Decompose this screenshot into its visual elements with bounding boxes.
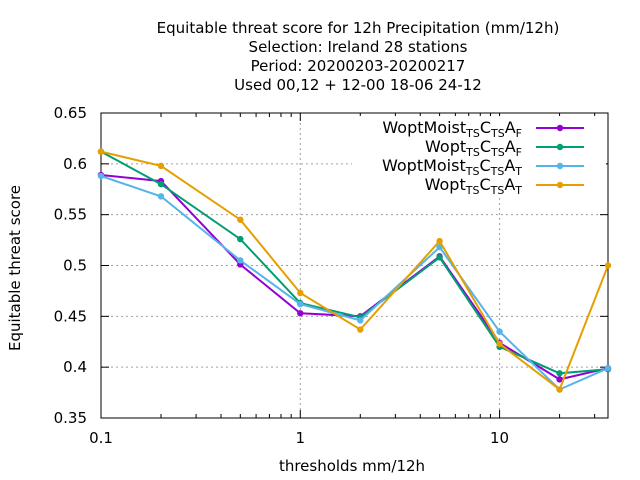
data-point	[496, 340, 503, 347]
data-point	[357, 317, 364, 324]
legend-label-part: A	[505, 137, 516, 156]
legend-label-part: C	[480, 118, 491, 137]
data-point	[556, 386, 563, 393]
series-3	[97, 172, 612, 393]
legend-label-part: C	[480, 137, 491, 156]
legend-label: WoptMoistTSCTSAF	[382, 118, 522, 140]
data-point	[496, 328, 503, 335]
data-point	[436, 237, 443, 245]
legend-label-subscript: F	[516, 146, 522, 159]
legend-label-subscript: TS	[465, 146, 480, 159]
y-tick-label: 0.35	[54, 409, 87, 427]
legend-label-part: Wopt	[425, 137, 466, 156]
title-line-1: Equitable threat score for 12h Precipita…	[157, 19, 560, 37]
legend-label-part: WoptMoist	[382, 118, 466, 137]
legend-label-subscript: TS	[490, 165, 505, 178]
y-tick-label: 0.55	[54, 206, 87, 224]
x-tick-label: 1	[296, 429, 306, 447]
x-tick-label: 0.1	[89, 429, 113, 447]
data-point	[97, 172, 105, 180]
y-tick-label: 0.45	[54, 307, 87, 325]
legend-label-subscript: T	[514, 165, 522, 178]
legend-label-subscript: TS	[465, 127, 480, 140]
legend-label-part: A	[504, 156, 515, 175]
series-1	[97, 171, 612, 383]
legend-marker	[556, 143, 564, 151]
legend: WoptMoistTSCTSAFWoptTSCTSAFWoptMoistTSCT…	[352, 116, 606, 198]
legend-label-subscript: F	[516, 127, 522, 140]
data-point	[157, 193, 165, 200]
data-point	[297, 300, 304, 308]
legend-label: WoptTSCTSAF	[425, 137, 522, 159]
legend-label-subscript: TS	[465, 165, 480, 178]
data-point	[97, 148, 105, 155]
legend-label-part: Wopt	[425, 175, 466, 194]
legend-label-part: C	[479, 156, 490, 175]
title-line-3: Period: 20200203-20200217	[251, 57, 466, 75]
data-point	[157, 162, 165, 170]
y-axis-label: Equitable threat score	[6, 185, 24, 351]
series-line	[100, 174, 609, 381]
legend-marker	[556, 162, 564, 170]
title-line-4: Used 00,12 + 12-00 18-06 24-12	[234, 76, 482, 94]
data-point	[357, 326, 364, 333]
legend-label-subscript: TS	[490, 146, 505, 159]
y-tick-label: 0.6	[63, 155, 87, 173]
series-4	[97, 148, 612, 393]
data-point	[604, 262, 612, 269]
series-lines	[97, 148, 612, 393]
legend-marker	[556, 124, 564, 132]
data-point	[157, 180, 165, 188]
data-point	[436, 254, 443, 261]
y-tick-label: 0.4	[63, 358, 87, 376]
data-point	[237, 216, 244, 223]
data-point	[556, 370, 563, 377]
legend-label: WoptMoistTSCTSAT	[382, 156, 522, 178]
series-line	[100, 175, 609, 391]
legend-label-part: A	[505, 118, 516, 137]
data-point	[604, 364, 612, 372]
data-point	[297, 289, 304, 297]
legend-label-subscript: TS	[490, 127, 505, 140]
legend-label-part: C	[479, 175, 490, 194]
x-tick-label: 10	[490, 429, 509, 447]
legend-label-subscript: TS	[465, 184, 480, 197]
data-point	[237, 257, 244, 264]
y-tick-label: 0.5	[63, 257, 87, 275]
title-line-2: Selection: Ireland 28 stations	[249, 38, 468, 56]
y-tick-label: 0.65	[54, 104, 87, 122]
legend-label-part: WoptMoist	[382, 156, 466, 175]
legend-marker	[556, 181, 564, 189]
legend-label: WoptTSCTSAT	[425, 175, 523, 197]
data-point	[556, 376, 563, 383]
tick-labels: 0.35 0.4 0.45 0.5 0.55 0.6 0.65 0.1 1 10	[54, 104, 510, 447]
legend-label-subscript: TS	[490, 184, 505, 197]
x-axis-label: thresholds mm/12h	[279, 457, 425, 475]
legend-label-part: A	[504, 175, 515, 194]
data-point	[237, 235, 244, 243]
chart-title: Equitable threat score for 12h Precipita…	[157, 19, 560, 94]
data-point	[297, 310, 304, 317]
legend-label-subscript: T	[514, 184, 522, 197]
